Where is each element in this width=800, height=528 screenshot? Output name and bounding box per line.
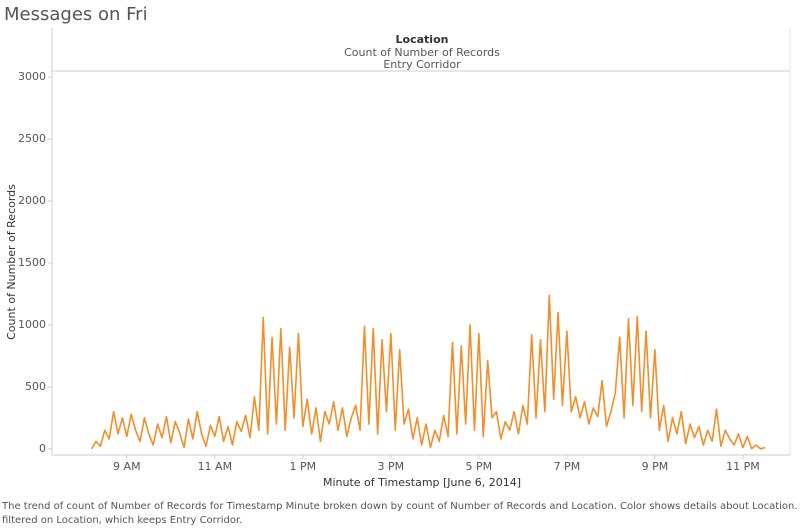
x-tick-label: 9 PM	[642, 460, 669, 473]
y-tick-label: 2500	[18, 132, 46, 145]
y-tick-label: 1000	[18, 318, 46, 331]
y-tick-label: 2000	[18, 194, 46, 207]
x-tick-label: 11 AM	[198, 460, 233, 473]
subheader: Count of Number of Records	[344, 46, 500, 59]
x-tick-label: 3 PM	[378, 460, 405, 473]
x-tick-label: 11 PM	[726, 460, 760, 473]
y-tick-label: 3000	[18, 70, 46, 83]
y-tick-label: 500	[25, 380, 46, 393]
y-tick-label: 1500	[18, 256, 46, 269]
x-tick-label: 9 AM	[113, 460, 141, 473]
series-line	[90, 294, 766, 450]
x-tick-label: 7 PM	[554, 460, 581, 473]
chart-title: Messages on Fri	[4, 4, 148, 25]
x-tick-label: 5 PM	[466, 460, 493, 473]
caption: filtered on Location, which keeps Entry …	[2, 515, 242, 526]
caption: The trend of count of Number of Records …	[1, 501, 800, 512]
y-tick-label: 0	[39, 442, 46, 455]
y-axis-title: Count of Number of Records	[5, 184, 18, 340]
header: Location	[396, 33, 449, 46]
x-tick-label: 1 PM	[290, 460, 317, 473]
x-axis-title: Minute of Timestamp [June 6, 2014]	[323, 476, 521, 489]
panel-label: Entry Corridor	[383, 58, 461, 71]
